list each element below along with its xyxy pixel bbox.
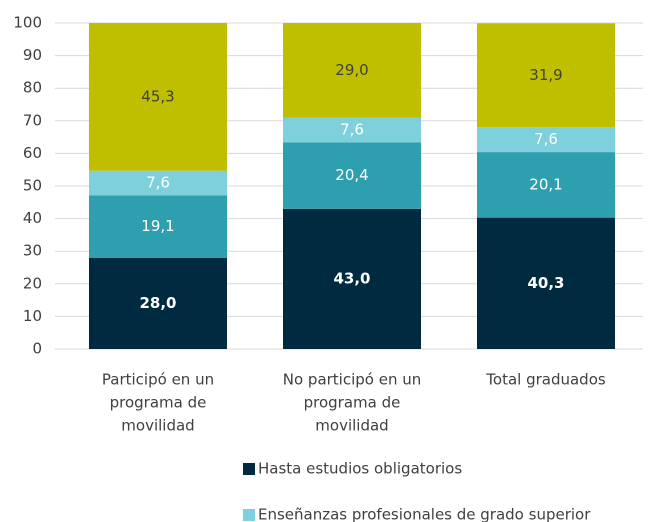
legend-label: Enseñanzas profesionales de grado superi… [258, 506, 591, 522]
bar-segment [477, 217, 615, 349]
data-label: 20,1 [529, 175, 562, 193]
bar-segment [477, 152, 615, 218]
y-tick-label: 30 [23, 242, 42, 260]
data-label: 7,6 [146, 174, 170, 192]
data-label: 31,9 [529, 66, 562, 84]
x-tick-label: programa de [304, 394, 401, 412]
bar-segment [89, 170, 227, 196]
y-tick-label: 50 [23, 177, 42, 195]
y-tick-label: 100 [13, 14, 42, 32]
y-tick-label: 90 [23, 46, 42, 64]
legend-swatch [243, 509, 255, 521]
data-label: 29,0 [335, 61, 368, 79]
data-label: 7,6 [340, 120, 364, 138]
data-label: 28,0 [139, 294, 176, 312]
x-tick-label: Participó en un [102, 371, 214, 389]
x-tick-label: movilidad [315, 417, 388, 435]
bar-segment [283, 23, 421, 118]
bar-segment [89, 23, 227, 171]
bar-segment [477, 23, 615, 128]
y-tick-label: 60 [23, 144, 42, 162]
x-tick-label: Total graduados [485, 371, 606, 389]
y-tick-label: 70 [23, 111, 42, 129]
data-label: 45,3 [141, 87, 174, 105]
x-tick-label: movilidad [121, 417, 194, 435]
x-tick-label: No participó en un [283, 371, 422, 389]
legend-label: Hasta estudios obligatorios [258, 460, 462, 478]
data-label: 20,4 [335, 166, 368, 184]
y-tick-label: 40 [23, 209, 42, 227]
bar-segment [283, 142, 421, 209]
y-tick-label: 80 [23, 79, 42, 97]
bar-segment [477, 127, 615, 153]
legend-swatch [243, 463, 255, 475]
bar-segment [283, 117, 421, 143]
data-label: 7,6 [534, 130, 558, 148]
data-label: 43,0 [333, 269, 370, 287]
bar-segment [89, 257, 227, 349]
x-tick-label: programa de [110, 394, 207, 412]
y-tick-label: 0 [32, 340, 42, 358]
data-label: 40,3 [527, 274, 564, 292]
y-tick-label: 10 [23, 307, 42, 325]
bar-segment [89, 195, 227, 258]
y-tick-label: 20 [23, 274, 42, 292]
data-label: 19,1 [141, 217, 174, 235]
bar-segment [283, 208, 421, 349]
